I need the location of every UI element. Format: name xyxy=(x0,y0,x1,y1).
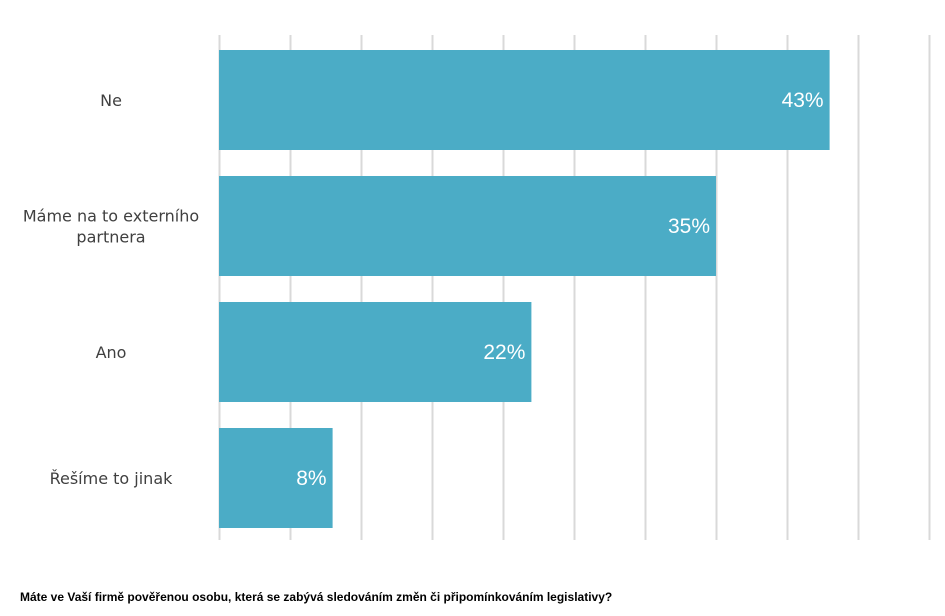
bar xyxy=(219,302,532,402)
value-label: 35% xyxy=(668,215,710,238)
chart-caption: Máte ve Vaší firmě pověřenou osobu, kter… xyxy=(20,590,613,604)
bar xyxy=(219,176,716,276)
category-labels: Ne Máme na to externího partnera Ano Řešíme … xyxy=(23,91,199,488)
category-label: Máme na to externího partnera xyxy=(23,207,199,247)
bar xyxy=(219,428,333,528)
category-label: Řešíme to jinak xyxy=(50,469,174,488)
value-label: 22% xyxy=(483,341,525,364)
category-label: Ano xyxy=(96,343,127,362)
value-label: 8% xyxy=(296,467,326,490)
value-labels: 43% 35% 22% 8% xyxy=(296,89,823,490)
category-label: Ne xyxy=(100,91,122,110)
bar-chart: Ne Máme na to externího partnera Ano Řešíme … xyxy=(23,35,931,540)
bar xyxy=(219,50,830,150)
bars xyxy=(219,50,830,528)
value-label: 43% xyxy=(782,89,824,112)
